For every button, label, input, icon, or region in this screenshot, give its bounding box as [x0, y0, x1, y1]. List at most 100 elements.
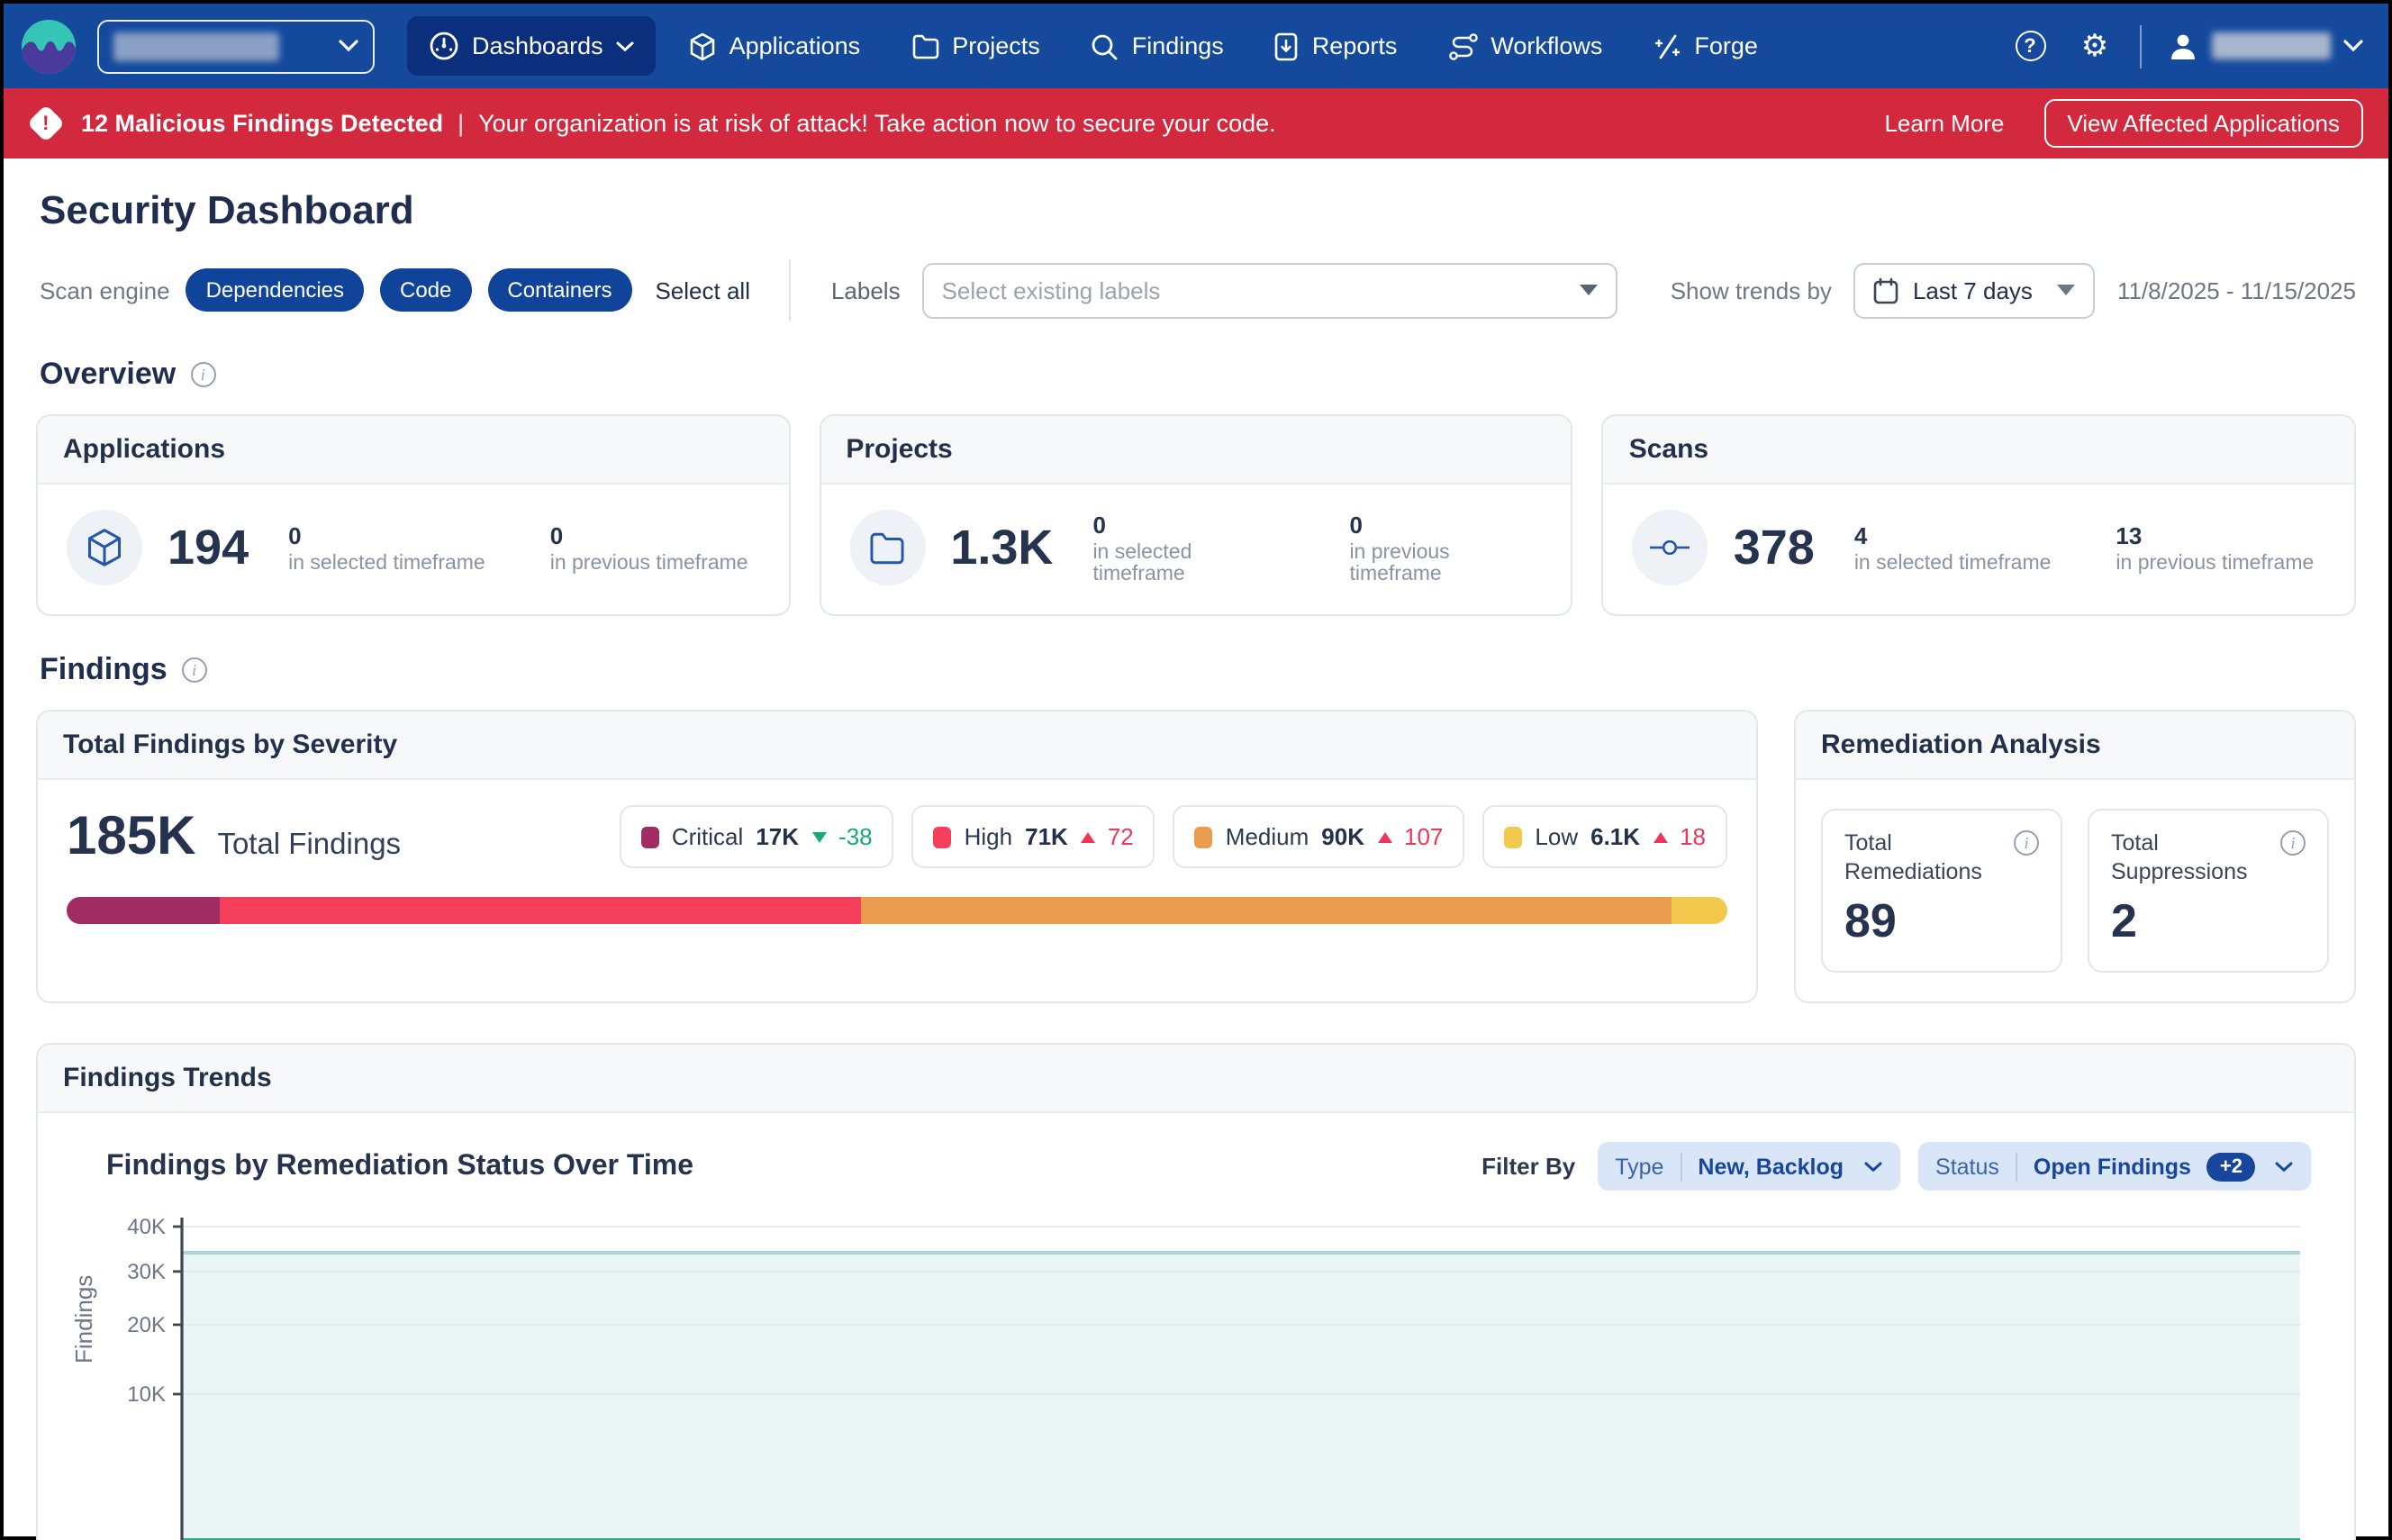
severity-bar-segment	[220, 897, 860, 924]
info-icon[interactable]	[190, 362, 215, 387]
status-count-badge: +2	[2207, 1153, 2255, 1182]
user-menu[interactable]	[2167, 30, 2363, 62]
high-swatch	[934, 826, 952, 847]
card-title: Scans	[1604, 416, 2354, 485]
report-document-icon	[1274, 32, 1300, 60]
nav-item-applications[interactable]: Applications	[670, 17, 879, 75]
total-remediations-value: 89	[1844, 894, 2039, 950]
search-icon	[1091, 32, 1119, 60]
y-axis-title: Findings	[70, 1275, 97, 1363]
banner-title: 12 Malicious Findings Detected	[81, 110, 443, 137]
dashboard-gauge-icon	[429, 31, 459, 61]
stat-previous-timeframe: 0 in previous timeframe	[550, 521, 748, 574]
date-range-text: 11/8/2025 - 11/15/2025	[2117, 276, 2356, 303]
folder-icon	[911, 33, 939, 59]
learn-more-link[interactable]: Learn More	[1884, 110, 2004, 137]
labels-label: Labels	[831, 276, 901, 303]
filter-divider	[790, 259, 792, 321]
total-suppressions-card: Total Suppressions 2	[2088, 809, 2329, 974]
total-findings: 185K Total Findings	[67, 806, 401, 867]
pill-divider	[1680, 1153, 1681, 1182]
card-title: Applications	[38, 416, 788, 485]
info-icon[interactable]	[2280, 830, 2306, 856]
total-findings-value: 185K	[67, 806, 195, 867]
labels-placeholder: Select existing labels	[942, 276, 1161, 303]
overview-title: Overview	[40, 357, 176, 393]
labels-select-input[interactable]: Select existing labels	[922, 262, 1617, 318]
view-affected-applications-button[interactable]: View Affected Applications	[2043, 99, 2363, 148]
trend-up-icon	[1653, 831, 1667, 842]
findings-trend-chart: Findings 010K20K30K40K2025-11-092025-11-…	[81, 1209, 2311, 1540]
timeframe-value: Last 7 days	[1913, 276, 2033, 303]
info-icon[interactable]	[2014, 830, 2039, 856]
scans-count: 378	[1734, 520, 1815, 575]
svg-text:40K: 40K	[127, 1216, 166, 1240]
malicious-findings-banner: 12 Malicious Findings Detected | Your or…	[4, 88, 2388, 159]
banner-separator: |	[458, 110, 464, 137]
severity-chip-low[interactable]: Low 6.1K 18	[1482, 805, 1727, 868]
help-button[interactable]	[2010, 26, 2050, 66]
type-filter[interactable]: Type New, Backlog	[1597, 1143, 1899, 1191]
remediation-analysis-card: Remediation Analysis Total Remediations …	[1794, 710, 2356, 1004]
cube-icon	[85, 528, 124, 567]
scan-engine-chip-containers[interactable]: Containers	[487, 268, 631, 312]
scan-commit-icon	[1651, 537, 1690, 558]
calendar-icon	[1873, 276, 1898, 303]
nav-item-forge[interactable]: Forge	[1635, 17, 1776, 75]
card-title: Projects	[820, 416, 1571, 485]
stat-selected-timeframe: 4 in selected timeframe	[1854, 521, 2052, 574]
nav-item-label: Workflows	[1490, 32, 1602, 59]
trend-up-icon	[1081, 831, 1095, 842]
mend-logo-icon[interactable]	[22, 19, 76, 73]
total-findings-by-severity-card: Total Findings by Severity 185K Total Fi…	[36, 710, 1758, 1004]
workflow-route-icon	[1447, 32, 1478, 60]
scan-engine-chip-dependencies[interactable]: Dependencies	[186, 268, 364, 312]
nav-divider	[2140, 24, 2142, 68]
severity-chip-medium[interactable]: Medium 90K 107	[1173, 805, 1465, 868]
projects-count: 1.3K	[950, 520, 1053, 575]
scans-card: Scans 378 4 in selected timeframe 13 in …	[1602, 414, 2356, 616]
cube-icon	[688, 32, 717, 60]
settings-button[interactable]	[2075, 26, 2115, 66]
select-all-link[interactable]: Select all	[655, 276, 750, 303]
pill-divider	[2016, 1153, 2017, 1182]
trend-up-icon	[1377, 831, 1391, 842]
help-icon	[2015, 31, 2045, 61]
nav-item-label: Reports	[1312, 32, 1398, 59]
info-icon[interactable]	[182, 657, 207, 683]
organization-selector[interactable]	[97, 19, 375, 73]
stat-previous-timeframe: 13 in previous timeframe	[2116, 521, 2314, 574]
nav-item-dashboards[interactable]: Dashboards	[407, 16, 656, 76]
svg-text:30K: 30K	[127, 1260, 166, 1284]
low-swatch	[1504, 826, 1522, 847]
timeframe-select[interactable]: Last 7 days	[1853, 262, 2096, 318]
top-nav: Dashboards Applications Projects Finding…	[4, 4, 2388, 88]
overview-cards: Applications 194 0 in selected timeframe…	[36, 414, 2356, 616]
security-dashboard-page: Dashboards Applications Projects Finding…	[0, 0, 2392, 1540]
scan-engine-chip-code[interactable]: Code	[380, 268, 471, 312]
stat-selected-timeframe: 0 in selected timeframe	[1092, 511, 1284, 584]
nav-item-reports[interactable]: Reports	[1256, 17, 1416, 75]
dropdown-caret-icon	[2058, 285, 2076, 295]
critical-swatch	[641, 826, 659, 847]
card-title: Findings Trends	[38, 1046, 2354, 1114]
findings-trends-card: Findings Trends Findings by Remediation …	[36, 1044, 2356, 1540]
stat-previous-timeframe: 0 in previous timeframe	[1349, 511, 1542, 584]
nav-item-projects[interactable]: Projects	[892, 18, 1058, 74]
findings-title: Findings	[40, 652, 168, 688]
svg-text:20K: 20K	[127, 1313, 166, 1337]
severity-chip-high[interactable]: High 71K 72	[912, 805, 1155, 868]
nav-item-label: Findings	[1132, 32, 1224, 59]
chevron-down-icon	[2275, 1162, 2293, 1173]
nav-item-findings[interactable]: Findings	[1073, 17, 1242, 75]
total-suppressions-value: 2	[2111, 894, 2306, 950]
stat-selected-timeframe: 0 in selected timeframe	[288, 521, 485, 574]
nav-item-label: Applications	[729, 32, 861, 59]
alert-icon	[27, 104, 65, 142]
severity-chip-critical[interactable]: Critical 17K -38	[620, 805, 894, 868]
nav-item-workflows[interactable]: Workflows	[1429, 17, 1620, 75]
status-filter[interactable]: Status Open Findings +2	[1917, 1143, 2311, 1191]
magic-wand-icon	[1653, 32, 1681, 60]
severity-bar-segment	[67, 897, 220, 924]
total-remediations-card: Total Remediations 89	[1821, 809, 2062, 974]
